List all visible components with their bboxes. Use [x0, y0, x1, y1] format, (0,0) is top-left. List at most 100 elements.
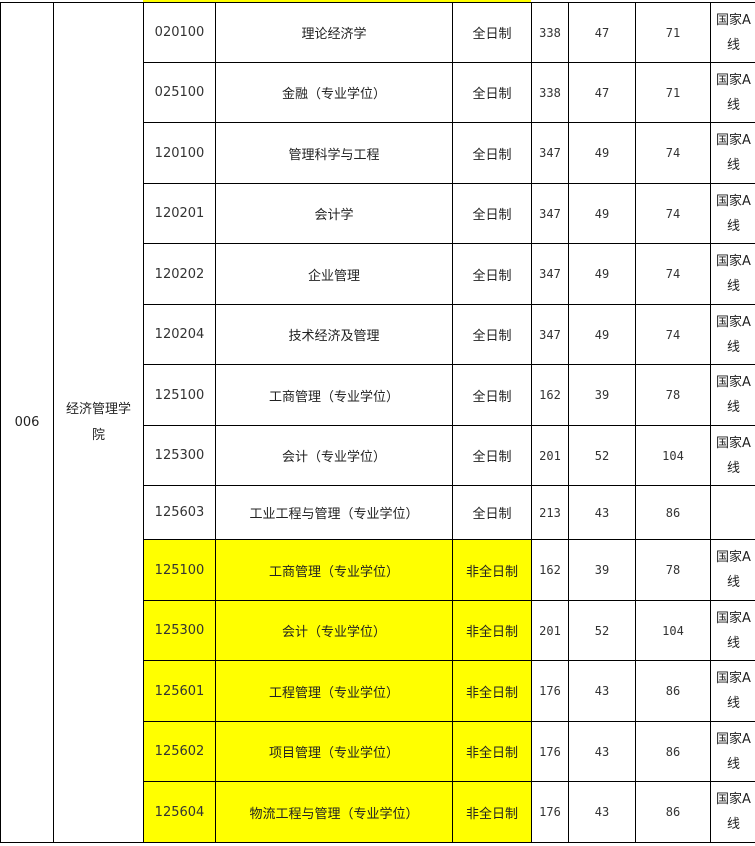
major-code-cell: 125603: [143, 485, 216, 540]
major-name-cell: 企业管理: [215, 243, 453, 305]
single-score-2-cell: 71: [635, 2, 711, 63]
single-score-2-cell: 86: [635, 485, 711, 540]
table-row: 025100 金融（专业学位） 全日制 338 47 71 国家A线: [1, 62, 755, 123]
study-type-cell: 全日制: [452, 122, 532, 184]
major-code-cell: 120201: [143, 183, 216, 244]
single-score-1-cell: 49: [568, 122, 636, 184]
total-score-cell: 213: [531, 485, 569, 540]
note-cell: 国家A线: [710, 62, 755, 123]
dept-name: 经济管理学院: [65, 401, 131, 443]
total-score-cell: 347: [531, 243, 569, 305]
table-row: 125300 会计（专业学位） 非全日制 201 52 104 国家A线: [1, 600, 755, 661]
single-score-2-cell: 74: [635, 122, 711, 184]
major-code-cell: 125602: [143, 721, 216, 782]
single-score-1-cell: 39: [568, 539, 636, 601]
single-score-1-cell: 52: [568, 600, 636, 661]
table-row: 120204 技术经济及管理 全日制 347 49 74 国家A线: [1, 304, 755, 365]
note-cell: 国家A线: [710, 183, 755, 244]
study-type-cell: 全日制: [452, 425, 532, 486]
major-code-cell: 120202: [143, 243, 216, 305]
major-name-cell: 会计（专业学位）: [215, 425, 453, 486]
note-cell: 国家A线: [710, 2, 755, 63]
major-code-cell: 125300: [143, 425, 216, 486]
major-name-cell: 物流工程与管理（专业学位）: [215, 781, 453, 843]
single-score-1-cell: 49: [568, 183, 636, 244]
major-code-cell: 120100: [143, 122, 216, 184]
study-type-cell: 全日制: [452, 243, 532, 305]
single-score-1-cell: 43: [568, 721, 636, 782]
major-code-cell: 125601: [143, 660, 216, 722]
single-score-1-cell: 43: [568, 485, 636, 540]
note-cell: 国家A线: [710, 304, 755, 365]
single-score-2-cell: 71: [635, 62, 711, 123]
total-score-cell: 162: [531, 539, 569, 601]
note-cell: [710, 485, 755, 540]
single-score-1-cell: 52: [568, 425, 636, 486]
single-score-2-cell: 74: [635, 243, 711, 305]
total-score-cell: 176: [531, 781, 569, 843]
total-score-cell: 201: [531, 600, 569, 661]
study-type-cell: 全日制: [452, 364, 532, 426]
single-score-1-cell: 49: [568, 304, 636, 365]
single-score-1-cell: 47: [568, 2, 636, 63]
major-name-cell: 技术经济及管理: [215, 304, 453, 365]
study-type-cell: 全日制: [452, 304, 532, 365]
previous-row-highlight: [143, 0, 531, 3]
single-score-2-cell: 78: [635, 539, 711, 601]
single-score-2-cell: 78: [635, 364, 711, 426]
study-type-cell: 非全日制: [452, 660, 532, 722]
table-row: 120201 会计学 全日制 347 49 74 国家A线: [1, 183, 755, 244]
major-name-cell: 金融（专业学位）: [215, 62, 453, 123]
study-type-cell: 全日制: [452, 62, 532, 123]
table-row: 120202 企业管理 全日制 347 49 74 国家A线: [1, 243, 755, 305]
total-score-cell: 338: [531, 62, 569, 123]
major-code-cell: 020100: [143, 2, 216, 63]
major-code-cell: 125100: [143, 364, 216, 426]
major-code-cell: 125604: [143, 781, 216, 843]
total-score-cell: 347: [531, 122, 569, 184]
single-score-2-cell: 104: [635, 425, 711, 486]
single-score-2-cell: 104: [635, 600, 711, 661]
major-name-cell: 理论经济学: [215, 2, 453, 63]
single-score-1-cell: 47: [568, 62, 636, 123]
dept-name-cell: 经济管理学院: [53, 2, 144, 843]
major-code-cell: 025100: [143, 62, 216, 123]
major-code-cell: 125300: [143, 600, 216, 661]
table-row: 125604 物流工程与管理（专业学位） 非全日制 176 43 86 国家A线: [1, 781, 755, 843]
single-score-2-cell: 86: [635, 660, 711, 722]
major-code-cell: 125100: [143, 539, 216, 601]
single-score-2-cell: 74: [635, 183, 711, 244]
study-type-cell: 非全日制: [452, 721, 532, 782]
total-score-cell: 162: [531, 364, 569, 426]
note-cell: 国家A线: [710, 122, 755, 184]
note-cell: 国家A线: [710, 660, 755, 722]
study-type-cell: 全日制: [452, 2, 532, 63]
total-score-cell: 201: [531, 425, 569, 486]
total-score-cell: 176: [531, 660, 569, 722]
note-cell: 国家A线: [710, 539, 755, 601]
study-type-cell: 全日制: [452, 485, 532, 540]
note-cell: 国家A线: [710, 425, 755, 486]
study-type-cell: 全日制: [452, 183, 532, 244]
major-name-cell: 工商管理（专业学位）: [215, 364, 453, 426]
single-score-2-cell: 74: [635, 304, 711, 365]
note-cell: 国家A线: [710, 243, 755, 305]
single-score-1-cell: 43: [568, 660, 636, 722]
single-score-2-cell: 86: [635, 781, 711, 843]
note-cell: 国家A线: [710, 600, 755, 661]
table-row: 125601 工程管理（专业学位） 非全日制 176 43 86 国家A线: [1, 660, 755, 722]
major-name-cell: 工商管理（专业学位）: [215, 539, 453, 601]
major-name-cell: 管理科学与工程: [215, 122, 453, 184]
single-score-1-cell: 49: [568, 243, 636, 305]
major-name-cell: 工业工程与管理（专业学位）: [215, 485, 453, 540]
major-name-cell: 会计学: [215, 183, 453, 244]
note-cell: 国家A线: [710, 721, 755, 782]
study-type-cell: 非全日制: [452, 781, 532, 843]
single-score-1-cell: 43: [568, 781, 636, 843]
major-name-cell: 项目管理（专业学位）: [215, 721, 453, 782]
total-score-cell: 347: [531, 304, 569, 365]
major-name-cell: 工程管理（专业学位）: [215, 660, 453, 722]
study-type-cell: 非全日制: [452, 539, 532, 601]
